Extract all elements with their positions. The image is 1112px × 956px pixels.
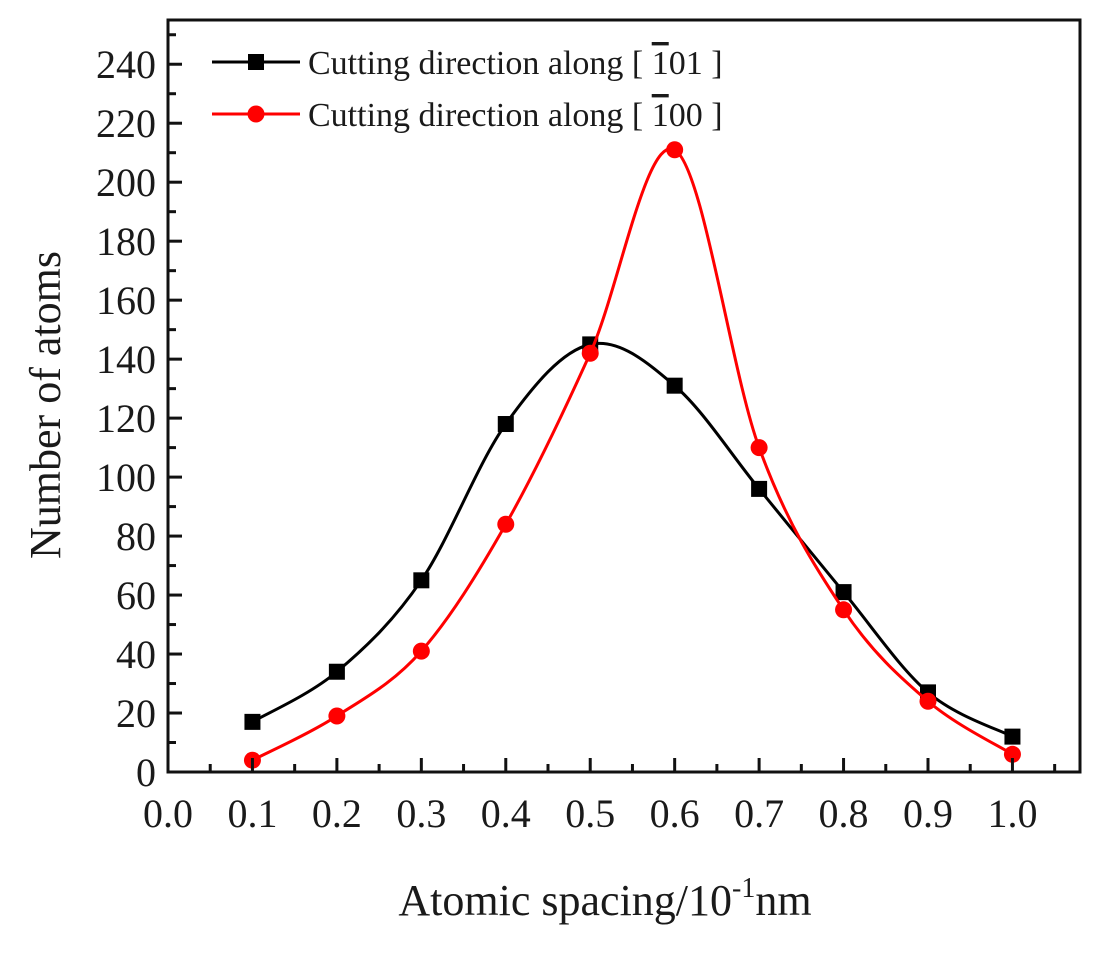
data-point-circle — [328, 707, 346, 725]
data-point-square — [497, 416, 514, 433]
legend-marker-circle — [247, 105, 265, 123]
data-point-circle — [497, 515, 515, 533]
x-tick-label: 0.9 — [903, 791, 953, 836]
y-tick-label: 180 — [96, 219, 156, 264]
x-axis-title-superscript: -1 — [732, 873, 755, 904]
series-line — [251, 341, 1014, 738]
series-2 — [243, 141, 1021, 769]
data-point-square — [244, 713, 261, 730]
data-point-square — [1004, 728, 1021, 745]
series-layer — [243, 141, 1021, 769]
data-point-circle — [412, 642, 430, 660]
legend-entry-2: Cutting direction along [ 100 ] — [212, 97, 723, 134]
legend-label: Cutting direction along [ 100 ] — [308, 97, 723, 134]
y-tick-label: 220 — [96, 101, 156, 146]
legend-entry-1: Cutting direction along [ 101 ] — [212, 45, 723, 82]
y-tick-label: 60 — [116, 573, 156, 618]
legend-label-overbar-digit: 1 — [652, 45, 669, 82]
plot-area — [166, 18, 1082, 774]
data-point-square — [413, 572, 430, 589]
y-tick-label: 240 — [96, 42, 156, 87]
legend-label-suffix: 01 ] — [669, 45, 723, 82]
x-axis: 0.0 0.1 0.2 0.3 0.4 0.5 0.6 0.7 0.8 0.9 1.0 — [143, 758, 1057, 836]
legend-label-overbar-digit: 1 — [652, 97, 669, 134]
x-tick-label: 0.2 — [312, 791, 362, 836]
legend-label: Cutting direction along [ 101 ] — [308, 45, 723, 82]
y-tick-label: 100 — [96, 455, 156, 500]
y-tick-label: 200 — [96, 160, 156, 205]
plot-frame — [166, 18, 1082, 774]
x-tick-label: 0.0 — [143, 791, 193, 836]
series-line — [251, 147, 1014, 762]
x-tick-label: 0.3 — [396, 791, 446, 836]
legend-marker-square — [248, 54, 264, 70]
data-point-circle — [581, 344, 599, 362]
x-tick-label: 0.1 — [227, 791, 277, 836]
legend-label-prefix: Cutting direction along [ — [308, 45, 652, 82]
x-tick-label: 1.0 — [987, 791, 1037, 836]
series-1 — [244, 336, 1021, 745]
x-tick-label: 0.6 — [650, 791, 700, 836]
y-tick-label: 20 — [116, 691, 156, 736]
legend-label-suffix: 00 ] — [669, 97, 723, 134]
x-tick-label: 0.8 — [819, 791, 869, 836]
x-tick-label: 0.5 — [565, 791, 615, 836]
y-tick-label: 120 — [96, 396, 156, 441]
data-point-circle — [835, 601, 853, 619]
data-point-circle — [666, 141, 684, 159]
x-axis-title: Atomic spacing/10-1nm — [398, 873, 811, 925]
data-point-circle — [1003, 745, 1021, 763]
y-tick-label: 0 — [136, 750, 156, 795]
data-point-square — [751, 480, 768, 497]
x-tick-label: 0.4 — [481, 791, 531, 836]
y-tick-label: 140 — [96, 337, 156, 382]
legend-label-prefix: Cutting direction along [ — [308, 97, 652, 134]
data-point-square — [666, 377, 683, 394]
y-axis-title: Number of atoms — [21, 251, 70, 559]
data-point-circle — [750, 439, 768, 457]
x-axis-title-main: Atomic spacing/10 — [398, 876, 732, 925]
data-point-circle — [919, 692, 937, 710]
data-point-square — [835, 584, 852, 601]
legend: Cutting direction along [ 101 ]Cutting d… — [212, 45, 723, 134]
x-axis-title-unit: nm — [755, 876, 811, 925]
y-axis: 0 20 40 60 80 100 120 140 160 180 200 220 240 — [96, 33, 182, 795]
y-tick-label: 80 — [116, 514, 156, 559]
data-point-square — [328, 663, 345, 680]
y-tick-label: 160 — [96, 278, 156, 323]
y-tick-label: 40 — [116, 632, 156, 677]
x-tick-label: 0.7 — [734, 791, 784, 836]
